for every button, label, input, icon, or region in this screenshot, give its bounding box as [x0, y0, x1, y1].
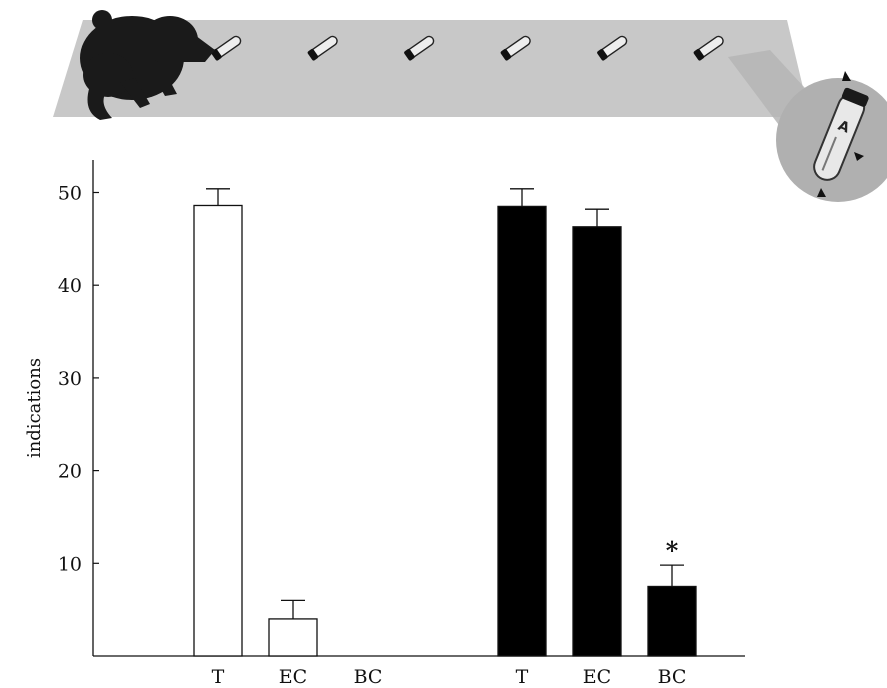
tube-row	[211, 35, 724, 61]
y-tick-label: 40	[58, 275, 82, 297]
experiment-illustration: A	[53, 10, 887, 202]
y-axis-label: indications	[24, 358, 45, 458]
bar-chart: 10 20 30 40 50 indications T EC BC T EC * BC	[24, 160, 745, 688]
bar	[647, 585, 697, 657]
arrow-icon	[854, 152, 864, 161]
tube-icon	[693, 35, 724, 61]
bar	[268, 618, 318, 657]
tube-icon	[404, 35, 435, 61]
category-label: BC	[658, 666, 687, 688]
bars: T EC BC T EC * BC	[193, 188, 697, 688]
ferret-icon	[80, 10, 215, 120]
bar	[572, 226, 622, 657]
category-label: BC	[354, 666, 383, 688]
y-tick-label: 20	[58, 461, 82, 483]
tube-icon	[307, 35, 338, 61]
bar	[193, 204, 243, 657]
category-label: T	[212, 666, 225, 688]
magnified-tube: A	[813, 87, 869, 181]
category-label: T	[516, 666, 529, 688]
y-ticks: 10 20 30 40 50	[58, 183, 99, 575]
arrow-icon	[817, 188, 826, 197]
category-label: EC	[583, 666, 611, 688]
tube-icon	[500, 35, 531, 61]
significance-marker: *	[666, 536, 679, 565]
tube-icon	[211, 35, 242, 61]
y-tick-label: 30	[58, 368, 82, 390]
y-tick-label: 10	[58, 553, 82, 575]
y-tick-label: 50	[58, 183, 82, 205]
bar	[497, 205, 547, 657]
arrow-icon	[842, 71, 851, 81]
category-label: EC	[279, 666, 307, 688]
tube-icon	[597, 35, 628, 61]
